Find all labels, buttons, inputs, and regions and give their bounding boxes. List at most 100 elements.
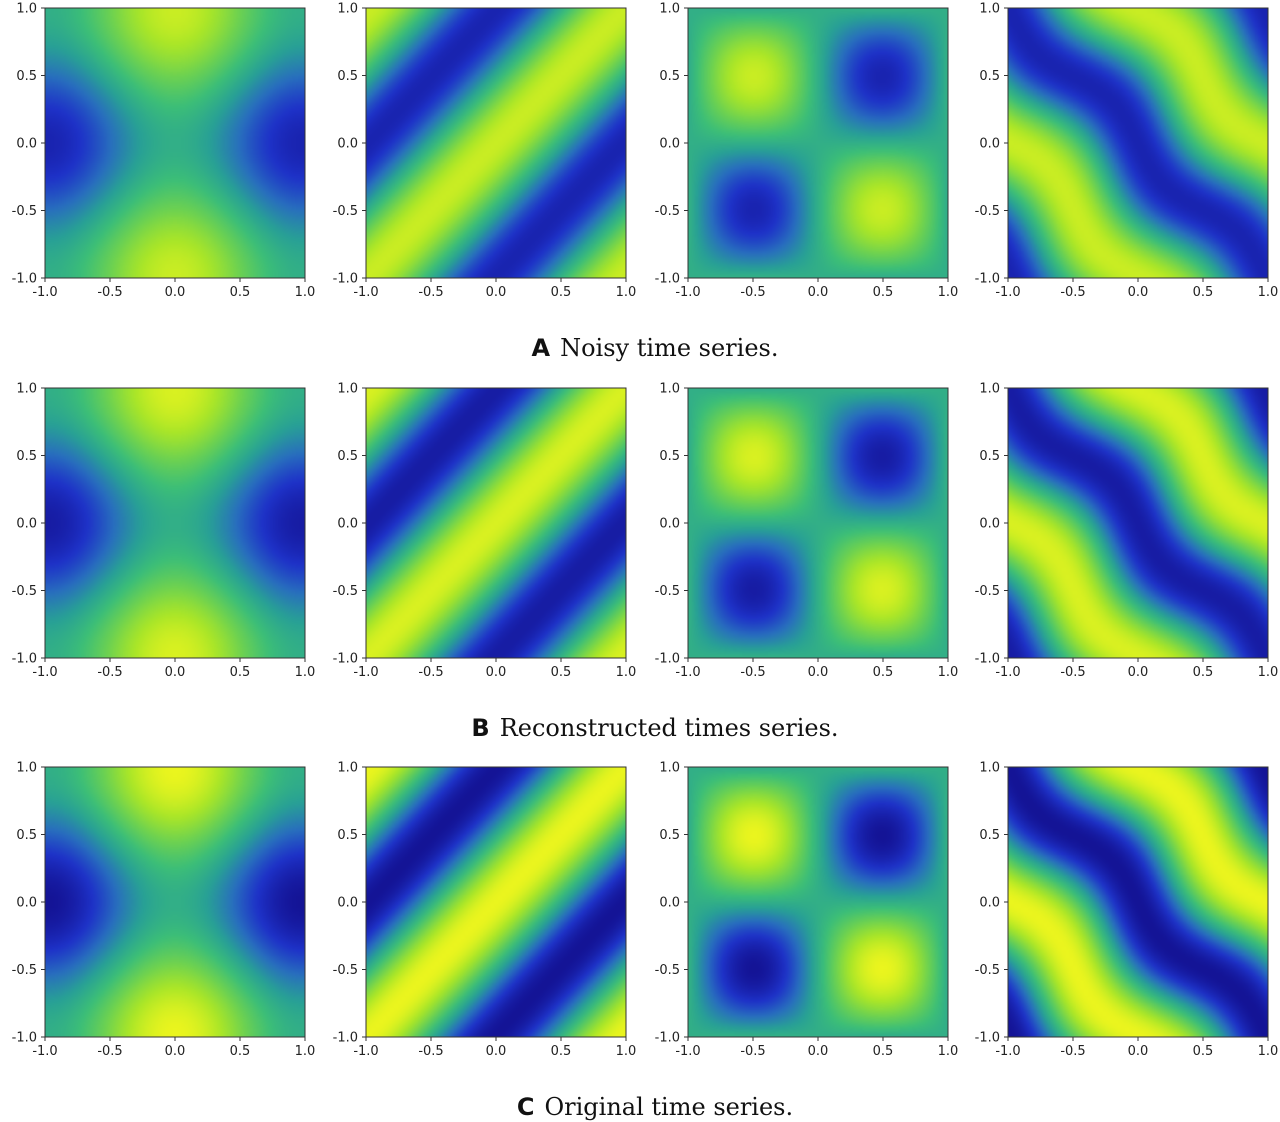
y-tick-label: 1.0 [659,382,680,397]
y-tick-label: 0.5 [16,69,37,84]
y-tick-label: -1.0 [12,1031,37,1046]
x-tick-label: -1.0 [995,285,1020,300]
x-tick-label: 0.0 [1128,665,1149,680]
row-b: -1.0 -0.5 0.0 0.5 1.0 -1.0 -0.5 0.0 0.5 1.0 -1.0 -0… [12,382,1279,743]
x-tick-label: 1.0 [295,1044,316,1059]
x-tick-label: -0.5 [418,285,443,300]
y-tick-label: 0.5 [337,449,358,464]
x-tick-label: -0.5 [97,1044,122,1059]
x-tick-label: 0.5 [551,1044,572,1059]
x-tick-label: 1.0 [616,665,637,680]
y-tick-label: -1.0 [655,1031,680,1046]
x-tick-label: 0.0 [165,1044,186,1059]
y-tick-label: 0.5 [16,828,37,843]
y-tick-label: -1.0 [12,272,37,287]
y-tick-label: 0.0 [979,517,1000,532]
x-tick-label: 1.0 [616,1044,637,1059]
x-tick-label: 0.5 [1193,1044,1214,1059]
x-tick-label: 0.5 [551,665,572,680]
y-tick-label: 1.0 [337,2,358,17]
x-tick-label: -1.0 [675,665,700,680]
panel-c-1: -1.0 -0.5 0.0 0.5 1.0 -1.0 -0.5 0.0 0.5 1.0 [12,761,316,1060]
caption-letter: B [471,714,489,742]
heatmap-image [366,388,626,658]
x-tick-label: -1.0 [353,665,378,680]
heatmap-image [366,8,626,278]
y-tick-label: 1.0 [979,382,1000,397]
y-tick-label: -0.5 [333,204,358,219]
y-tick-label: 0.5 [979,449,1000,464]
y-tick-label: -0.5 [12,204,37,219]
x-tick-label: 0.5 [873,285,894,300]
x-tick-label: 0.5 [230,665,251,680]
y-tick-label: 0.0 [659,137,680,152]
y-tick-label: -0.5 [655,204,680,219]
y-tick-label: -0.5 [655,584,680,599]
y-tick-label: 0.5 [337,828,358,843]
y-tick-label: -1.0 [975,652,1000,667]
y-tick-label: 0.0 [16,896,37,911]
panel-b-4: -1.0 -0.5 0.0 0.5 1.0 -1.0 -0.5 0.0 0.5 1.0 [975,382,1279,681]
x-tick-label: -1.0 [995,665,1020,680]
caption-text: Noisy time series. [560,334,778,362]
x-tick-label: 0.0 [808,1044,829,1059]
y-tick-label: -1.0 [333,1031,358,1046]
heatmap-image [1008,767,1268,1037]
caption-c: C Original time series. [517,1093,793,1121]
y-tick-label: -0.5 [333,963,358,978]
caption-letter: C [517,1093,535,1121]
heatmap-image [688,388,948,658]
x-tick-label: -1.0 [32,285,57,300]
heatmap-image [688,767,948,1037]
y-tick-label: 1.0 [16,2,37,17]
y-tick-label: 0.5 [337,69,358,84]
x-tick-label: 1.0 [938,665,959,680]
y-tick-label: -1.0 [12,652,37,667]
panel-b-1: -1.0 -0.5 0.0 0.5 1.0 -1.0 -0.5 0.0 0.5 1.0 [12,382,316,681]
panel-c-3: -1.0 -0.5 0.0 0.5 1.0 -1.0 -0.5 0.0 0.5 1.0 [655,761,959,1060]
x-tick-label: 0.5 [1193,665,1214,680]
x-tick-label: 0.5 [551,285,572,300]
x-tick-label: -0.5 [740,1044,765,1059]
y-tick-label: 0.5 [16,449,37,464]
x-tick-label: 1.0 [938,1044,959,1059]
x-tick-label: -0.5 [740,665,765,680]
y-tick-label: 1.0 [659,2,680,17]
panel-a-1: -1.0 -0.5 0.0 0.5 1.0 -1.0 -0.5 0.0 0.5 1.0 [12,2,316,301]
x-tick-label: 0.0 [486,665,507,680]
panel-b-3: -1.0 -0.5 0.0 0.5 1.0 -1.0 -0.5 0.0 0.5 1.0 [655,382,959,681]
y-tick-label: 0.0 [337,137,358,152]
heatmap-image [688,8,948,278]
x-tick-label: -0.5 [1060,1044,1085,1059]
x-tick-label: -0.5 [97,665,122,680]
y-tick-label: 0.0 [16,137,37,152]
y-tick-label: 1.0 [979,761,1000,776]
x-tick-label: 0.0 [486,285,507,300]
x-tick-label: 0.0 [1128,285,1149,300]
y-tick-label: -0.5 [975,584,1000,599]
x-tick-label: 0.0 [1128,1044,1149,1059]
y-tick-label: 0.0 [16,517,37,532]
y-tick-label: 1.0 [979,2,1000,17]
x-tick-label: -0.5 [1060,665,1085,680]
y-tick-label: 0.0 [659,896,680,911]
panel-c-2: -1.0 -0.5 0.0 0.5 1.0 -1.0 -0.5 0.0 0.5 1.0 [333,761,637,1060]
x-tick-label: -1.0 [675,1044,700,1059]
caption-b: B Reconstructed times series. [471,714,838,742]
x-tick-label: 0.0 [808,285,829,300]
x-tick-label: 0.5 [230,1044,251,1059]
y-tick-label: 0.0 [979,137,1000,152]
x-tick-label: -1.0 [995,1044,1020,1059]
y-tick-label: 0.0 [979,896,1000,911]
y-tick-label: -1.0 [655,272,680,287]
y-tick-label: 1.0 [16,382,37,397]
heatmap-image [1008,8,1268,278]
y-tick-label: -1.0 [655,652,680,667]
y-tick-label: 0.0 [337,517,358,532]
caption-letter: A [532,334,551,362]
heatmap-image [45,767,305,1037]
caption-text: Reconstructed times series. [500,714,839,742]
y-tick-label: 0.5 [659,449,680,464]
x-tick-label: 0.5 [1193,285,1214,300]
